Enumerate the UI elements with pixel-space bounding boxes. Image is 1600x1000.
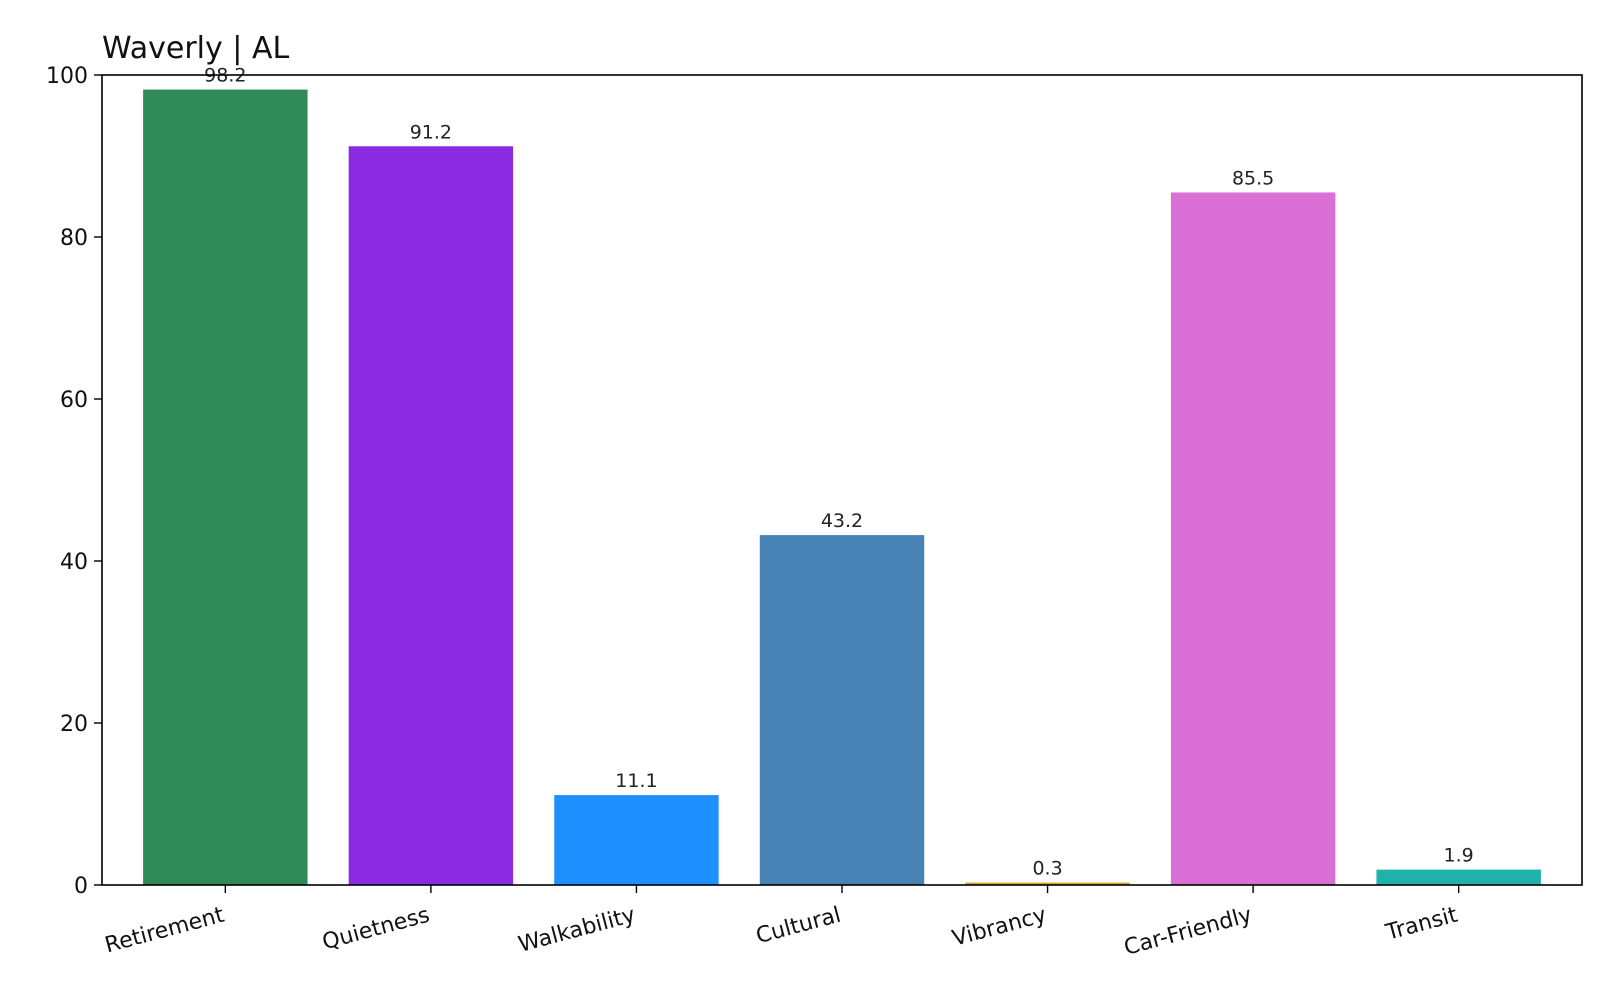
bar-vibrancy — [965, 882, 1130, 885]
plot-frame — [101, 74, 1583, 886]
data-label: 1.9 — [1444, 845, 1474, 867]
bar-walkability — [554, 795, 719, 885]
y-tick-label: 80 — [60, 226, 88, 251]
x-tick-label: Walkability — [516, 903, 638, 958]
bar-car-friendly — [1170, 192, 1336, 885]
data-label: 85.5 — [1232, 167, 1274, 189]
data-label: 43.2 — [821, 510, 863, 532]
y-tick-label: 20 — [60, 712, 88, 737]
y-tick-label: 60 — [60, 388, 88, 413]
y-tick-label: 0 — [74, 874, 88, 899]
x-tick-label: Retirement — [102, 903, 227, 959]
x-tick-label: Transit — [1382, 903, 1460, 946]
bars-layer — [143, 89, 1541, 885]
chart-title: Waverly | AL — [102, 31, 289, 66]
x-tick-label: Quietness — [320, 903, 433, 956]
x-axis: Retirement Quietness Walkability Cultural Vi… — [102, 885, 1461, 961]
x-tick-label: Vibrancy — [950, 903, 1049, 952]
x-tick-label: Cultural — [753, 903, 843, 950]
data-labels-layer: 98.291.211.143.20.385.51.9 — [204, 65, 1474, 880]
y-tick-label: 100 — [46, 64, 88, 89]
x-tick-label: Car-Friendly — [1121, 903, 1254, 961]
data-label: 11.1 — [615, 770, 657, 792]
data-label: 91.2 — [410, 121, 452, 143]
data-label: 0.3 — [1032, 858, 1062, 880]
y-axis: 0 20 40 60 80 100 — [46, 64, 102, 899]
bar-transit — [1376, 869, 1541, 885]
bar-cultural — [759, 535, 925, 885]
y-tick-label: 40 — [60, 550, 88, 575]
bar-quietness — [348, 146, 514, 885]
bar-retirement — [143, 89, 308, 885]
